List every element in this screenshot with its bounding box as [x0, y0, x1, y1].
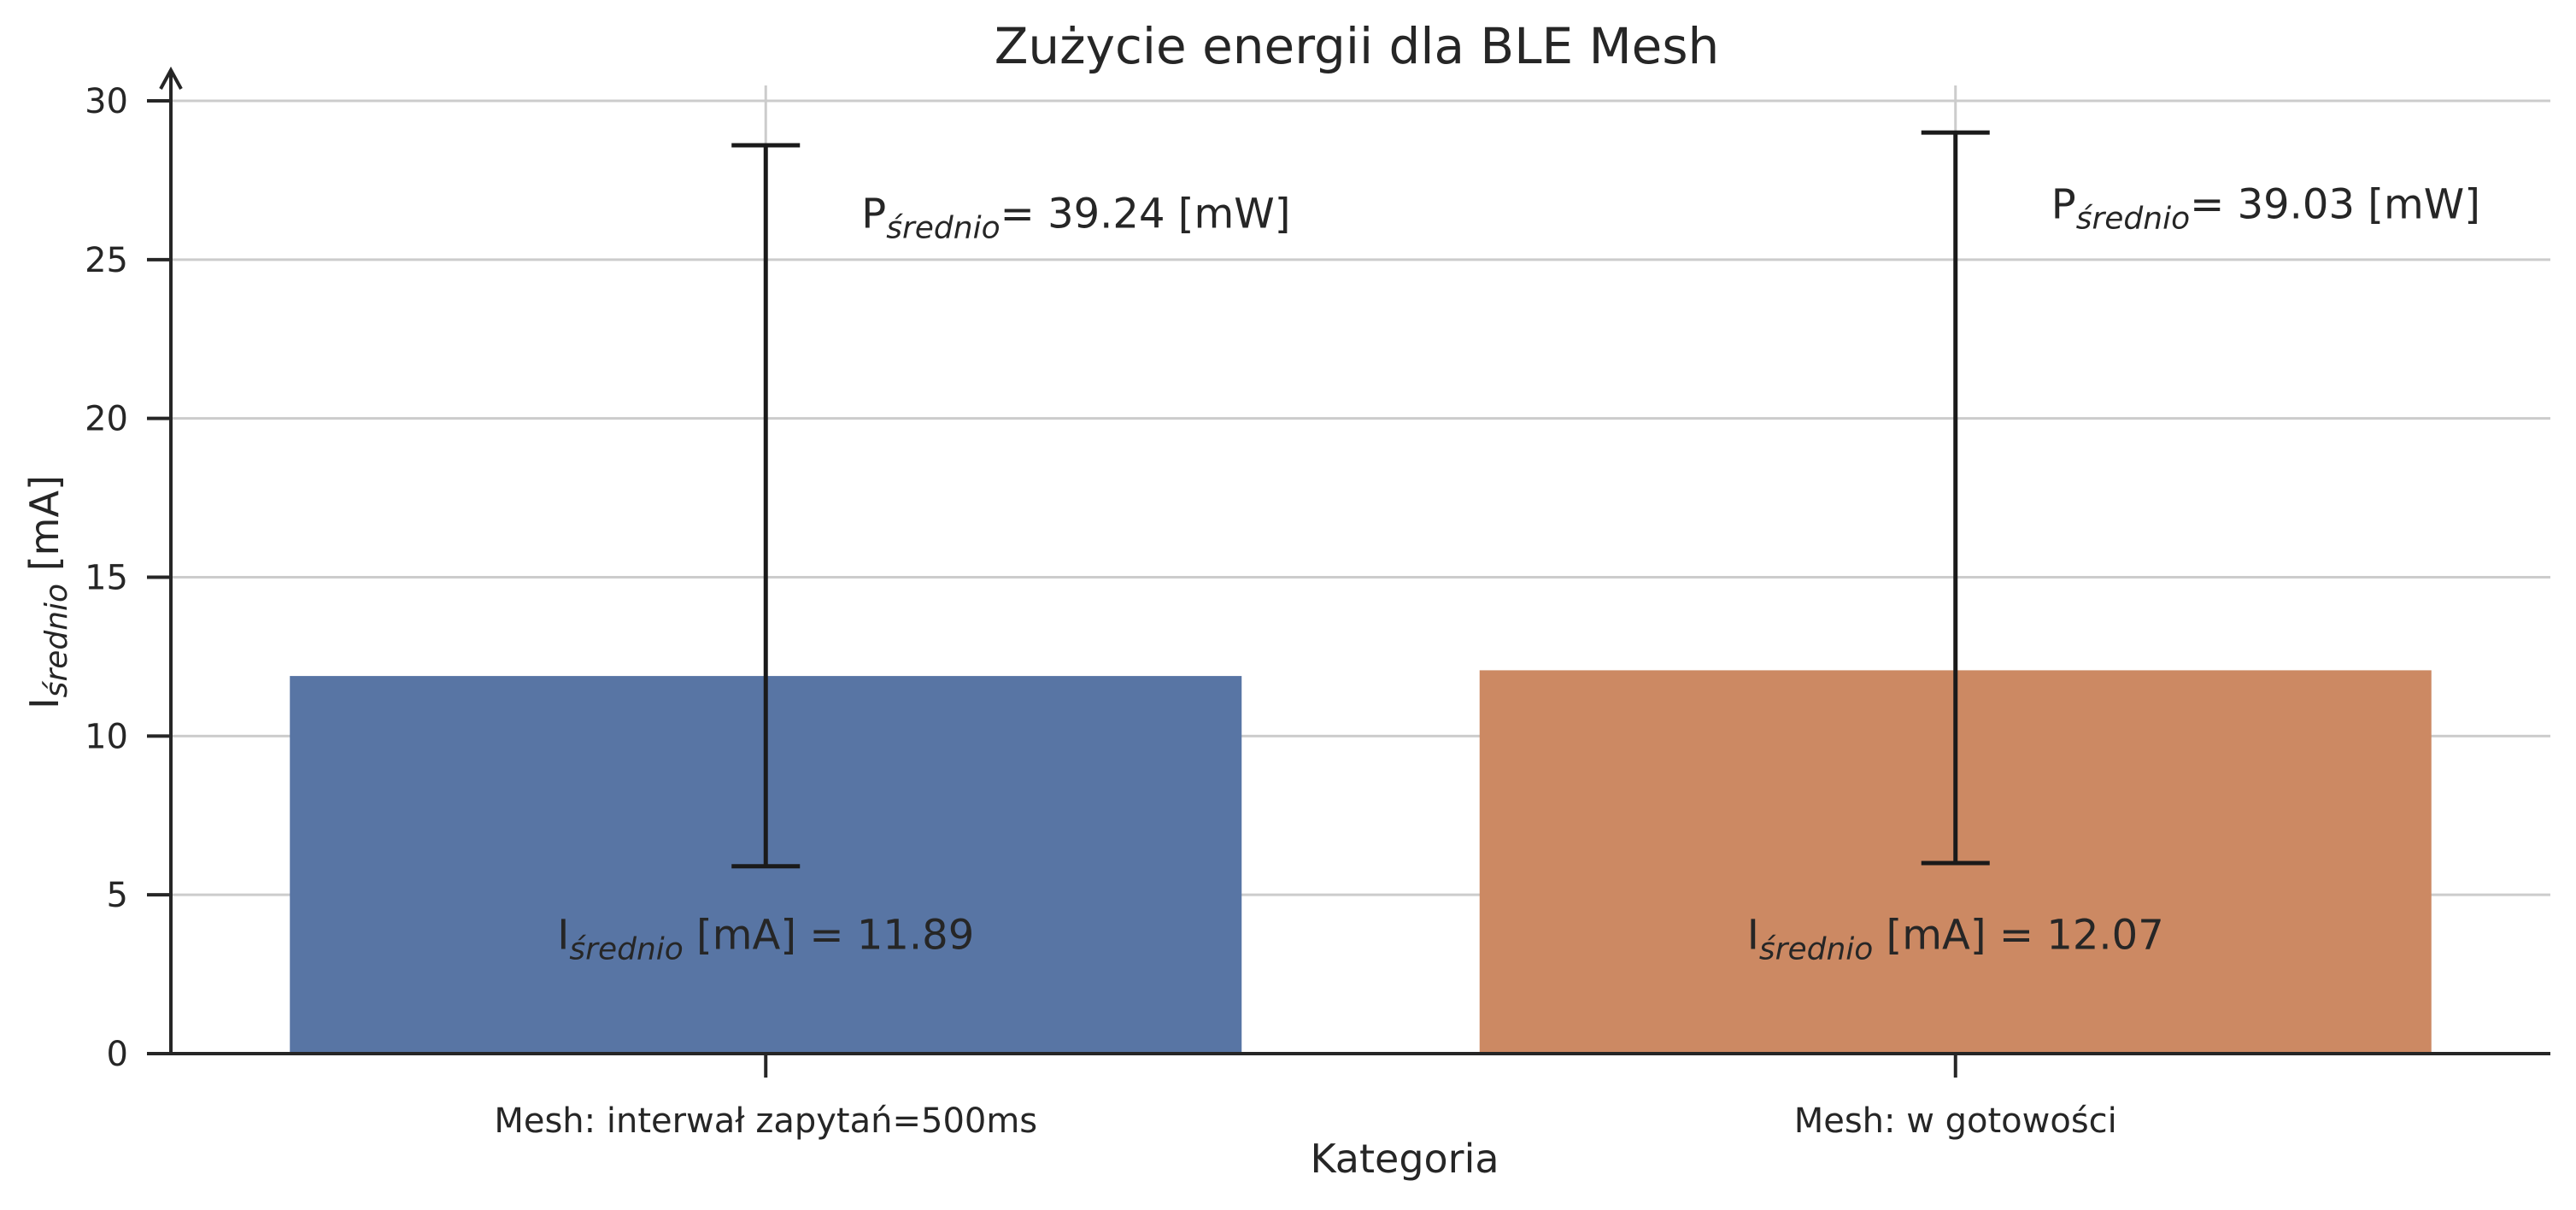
x-tick-label: Mesh: w gotowości [1794, 1101, 2117, 1141]
y-axis-label-sub: średnio [39, 584, 74, 697]
bar-value-label: Iśrednio [mA] = 11.89 [557, 911, 974, 966]
y-tick-label: 10 [85, 717, 128, 756]
y-axis-label: Iśrednio [mA] [21, 475, 74, 709]
y-axis-label-main: I [21, 697, 67, 709]
y-tick-label: 15 [85, 559, 128, 598]
power-label: Pśrednio= 39.24 [mW] [861, 191, 1290, 246]
bars-layer [290, 130, 2432, 1054]
x-axis-label: Kategoria [1310, 1136, 1499, 1182]
y-axis-arrow [159, 66, 183, 90]
power-label: Pśrednio= 39.03 [mW] [2051, 181, 2480, 237]
y-tick-label: 0 [107, 1035, 128, 1074]
y-tick-label: 20 [85, 400, 128, 439]
x-tick-label: Mesh: interwał zapytań=500ms [494, 1101, 1037, 1141]
annotation-layer: Iśrednio [mA] = 11.89 Iśrednio [mA] = 12.… [557, 181, 2480, 967]
bar-value-label: Iśrednio [mA] = 12.07 [1747, 911, 2164, 966]
axes-layer: 0 5 10 15 20 25 30 Mesh: interwał zapytań=500ms… [85, 66, 2550, 1141]
y-tick-label: 5 [107, 876, 128, 915]
y-tick-label: 25 [85, 241, 128, 280]
y-tick-label: 30 [85, 82, 128, 121]
chart-title: Zużycie energii dla BLE Mesh [995, 17, 1720, 75]
y-axis-label-unit: [mA] [21, 475, 67, 584]
